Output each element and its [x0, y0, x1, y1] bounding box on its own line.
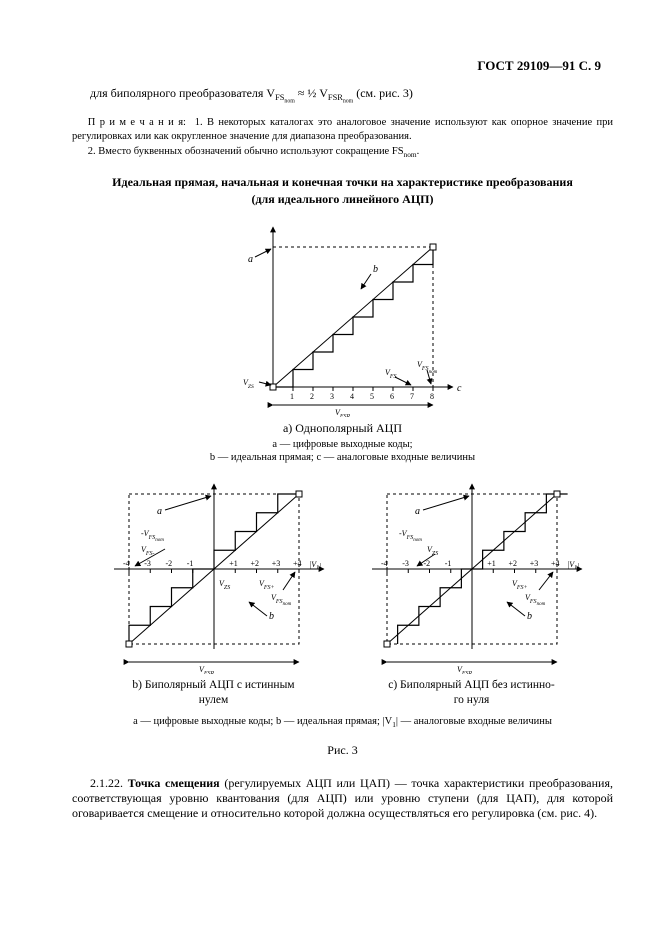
page-header: ГОСТ 29109—91 С. 9 — [477, 58, 601, 74]
svg-text:7: 7 — [410, 392, 414, 401]
svg-text:VFS-: VFS- — [141, 545, 155, 557]
notes-label: П р и м е ч а н и я: — [88, 117, 186, 128]
note-2a: 2. Вместо буквенных обозначений обычно и… — [88, 146, 392, 157]
figA-label-a: a — [248, 254, 253, 265]
f-rhs-sub2: nom — [343, 99, 353, 105]
svg-text:VZS: VZS — [243, 378, 254, 390]
figure-number: Рис. 3 — [72, 743, 613, 758]
note-2: 2. Вместо буквенных обозначений обычно и… — [72, 145, 613, 159]
f-rhs-sub1: FSR — [328, 93, 343, 102]
figA-legend: a — цифровые выходные коды; b — идеальна… — [72, 438, 613, 464]
figA-label-c: c — [457, 383, 462, 394]
svg-text:3: 3 — [330, 392, 334, 401]
svg-text:+1: +1 — [487, 559, 496, 568]
svg-text:VFSR: VFSR — [457, 665, 473, 674]
f-rhs-var: V — [319, 86, 328, 100]
svg-text:+2: +2 — [250, 559, 259, 568]
svg-text:5: 5 — [370, 392, 374, 401]
svg-text:+1: +1 — [229, 559, 238, 568]
sec-num: 2.1.22. — [90, 776, 123, 790]
svg-text:-4: -4 — [123, 559, 130, 568]
figure-b-bipolar-true-zero: -4-3-2-1+1+2+3+4 a b -VFSnom VFS- VZS VF… — [99, 474, 329, 674]
section-2-1-22: 2.1.22. Точка смещения (регулируемых АЦП… — [72, 776, 613, 821]
notes: П р и м е ч а н и я: 1. В некоторых ката… — [72, 116, 613, 142]
svg-text:-4: -4 — [381, 559, 388, 568]
figB-caption: b) Биполярный АЦП с истиннымнулем — [109, 678, 319, 707]
f-op: ≈ ½ — [298, 86, 317, 100]
figure-title-2: (для идеального линейного АЦП) — [72, 192, 613, 207]
figA-label-b: b — [373, 264, 378, 275]
svg-text:VFSR: VFSR — [335, 408, 351, 417]
figB-label-b: b — [269, 611, 274, 622]
svg-text:VFS+: VFS+ — [259, 579, 275, 591]
figC-caption: c) Биполярный АЦП без истинно-го нуля — [367, 678, 577, 707]
svg-text:-2: -2 — [423, 559, 430, 568]
svg-text:2: 2 — [310, 392, 314, 401]
f-lhs-var: V — [266, 86, 275, 100]
figA-caption: a) Однополярный АЦП — [72, 421, 613, 436]
intro-suffix: (см. рис. 3) — [356, 86, 413, 100]
svg-text:VFSR: VFSR — [199, 665, 215, 674]
svg-text:8: 8 — [430, 392, 434, 401]
svg-text:VFSnom: VFSnom — [271, 593, 292, 607]
svg-text:-1: -1 — [186, 559, 193, 568]
figure-c-bipolar-no-true-zero: -4-3-2-1+1+2+3+4 a b -VFSnom VZS VFS+ VF… — [357, 474, 587, 674]
svg-text:VFS: VFS — [385, 368, 397, 380]
figB-label-a: a — [157, 506, 162, 517]
svg-text:4: 4 — [350, 392, 354, 401]
sec-term: Точка смещения — [128, 776, 220, 790]
svg-text:-2: -2 — [165, 559, 172, 568]
svg-text:-VFSnom: -VFSnom — [141, 529, 164, 543]
svg-text:-1: -1 — [444, 559, 451, 568]
row2-legend: a — цифровые выходные коды; b — идеальна… — [72, 715, 613, 729]
svg-text:6: 6 — [390, 392, 394, 401]
svg-text:-3: -3 — [402, 559, 409, 568]
svg-text:+4: +4 — [551, 559, 560, 568]
svg-text:1: 1 — [290, 392, 294, 401]
intro-paragraph: для биполярного преобразователя VFSnom ≈… — [72, 86, 613, 106]
figure-a-unipolar-adc: 12345678 a b c VZS VFS VFSnom VFSR — [213, 217, 473, 417]
svg-text:+4: +4 — [293, 559, 302, 568]
svg-text:+3: +3 — [271, 559, 280, 568]
figC-label-a: a — [415, 506, 420, 517]
svg-text:VFS+: VFS+ — [512, 579, 528, 591]
svg-text:VZS: VZS — [219, 579, 230, 591]
note-2b: . — [417, 146, 420, 157]
svg-text:+3: +3 — [529, 559, 538, 568]
svg-text:+2: +2 — [508, 559, 517, 568]
intro-prefix: для биполярного преобразователя — [90, 86, 266, 100]
svg-text:VFSnom: VFSnom — [525, 593, 546, 607]
f-lhs-sub2: nom — [284, 99, 294, 105]
figC-label-b: b — [527, 611, 532, 622]
formula: VFSnom ≈ ½ VFSRnom — [266, 86, 356, 100]
figure-title-1: Идеальная прямая, начальная и конечная т… — [72, 175, 613, 190]
svg-text:-VFSnom: -VFSnom — [399, 529, 422, 543]
